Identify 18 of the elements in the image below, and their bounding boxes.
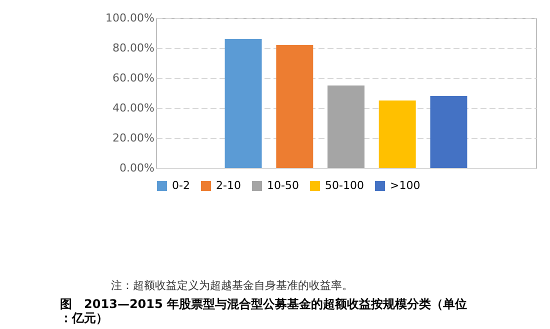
y-tick-label: 60.00% (112, 72, 154, 84)
legend-label: 0-2 (172, 179, 190, 192)
text: 图 2013—2015 年股票型与混合型公募基金的超额收益按规模分类（单位：亿元） (60, 297, 468, 325)
y-tick-label: 20.00% (112, 132, 154, 144)
y-tick-label: 80.00% (112, 42, 154, 54)
legend-label: 2-10 (216, 179, 241, 192)
bar (224, 39, 262, 168)
legend-label: 50-100 (325, 179, 364, 192)
y-tick-label: 100.00% (106, 12, 154, 24)
bar (276, 45, 314, 168)
legend-label: 10-50 (267, 179, 299, 192)
bar (430, 96, 468, 168)
bar (378, 100, 416, 168)
y-tick-label: 0.00% (120, 162, 154, 174)
bar (328, 86, 364, 168)
text: 注：超额收益定义为超越基金自身基准的收益率。 (111, 279, 353, 292)
legend-label: >100 (390, 179, 420, 192)
y-tick-label: 40.00% (112, 102, 154, 114)
